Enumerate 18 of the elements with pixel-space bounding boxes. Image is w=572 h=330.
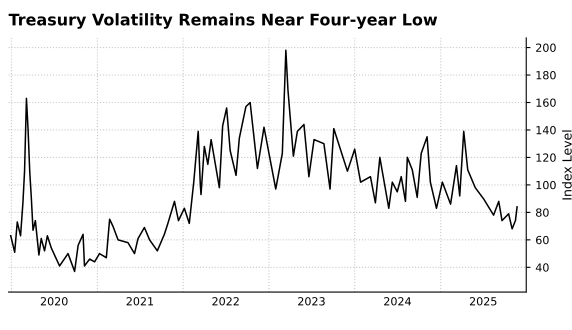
x-tick-label: 2025 bbox=[470, 297, 496, 306]
y-tick-label: 100 bbox=[536, 180, 556, 190]
y-axis-title: Index Level bbox=[562, 130, 572, 200]
x-tick-label: 2020 bbox=[40, 297, 68, 306]
y-tick-label: 200 bbox=[536, 44, 556, 52]
y-tick-label: 140 bbox=[536, 126, 556, 134]
y-tick-label: 80 bbox=[536, 208, 549, 217]
x-tick-label: 2024 bbox=[384, 297, 411, 306]
x-tick-label: 2022 bbox=[212, 297, 239, 306]
y-tick-label: 160 bbox=[536, 98, 556, 107]
x-tick-label: 2021 bbox=[126, 297, 154, 306]
y-tick-label: 180 bbox=[536, 71, 556, 80]
line-series bbox=[10, 50, 518, 272]
y-tick-label: 40 bbox=[536, 263, 549, 272]
x-tick-label: 2023 bbox=[298, 297, 325, 306]
y-tick-label: 120 bbox=[536, 153, 556, 162]
chart-title: Treasury Volatility Remains Near Four-year Low bbox=[8, 13, 438, 29]
y-tick-label: 60 bbox=[536, 236, 549, 244]
